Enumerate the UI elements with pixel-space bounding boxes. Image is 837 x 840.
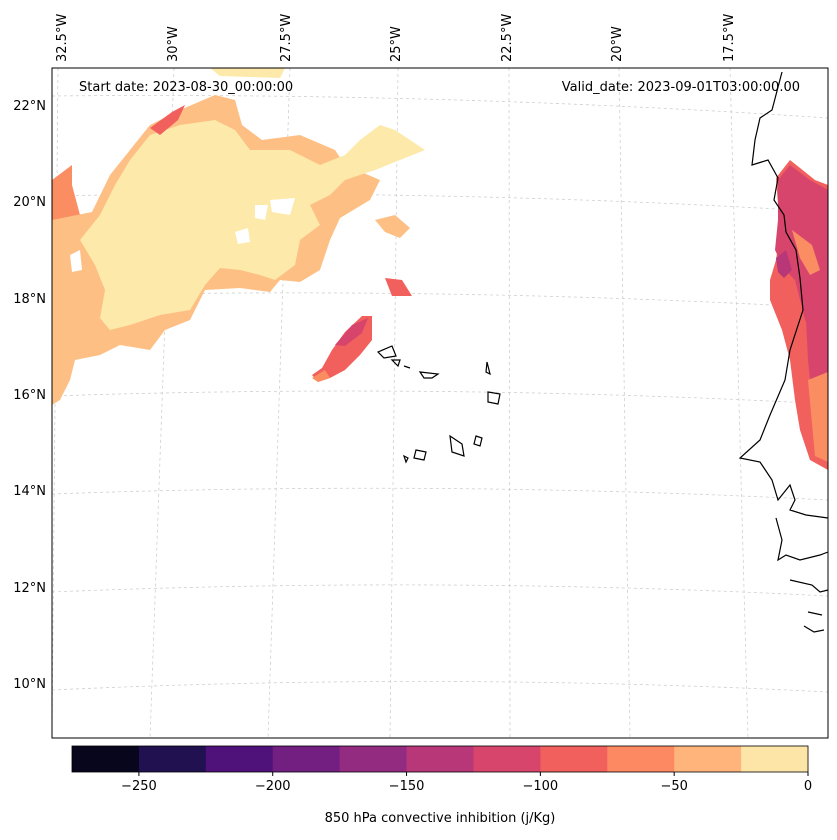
- valid-date-label: Valid_date: 2023-09-01T03:00:00.00: [562, 80, 800, 95]
- colorbar-tick-label: 0: [804, 779, 812, 794]
- lon-label: 27.5°W: [279, 14, 294, 62]
- contour-pale-top-strip: [210, 68, 285, 78]
- start-date-label: Start date: 2023-08-30_00:00:00: [79, 80, 293, 95]
- colorbar-swatch: [540, 746, 608, 772]
- longitude-labels: 32.5°W 30°W 27.5°W 25°W 22.5°W 20°W 17.5…: [55, 14, 737, 62]
- lon-label: 25°W: [389, 26, 404, 62]
- colorbar-swatch: [138, 746, 207, 772]
- contour-purple-east: [776, 250, 792, 278]
- cin-contours: [52, 68, 828, 470]
- contour-salmon-northwest-fringe: [150, 105, 185, 135]
- colorbar: [71, 745, 809, 773]
- colorbar-swatch: [272, 746, 341, 772]
- map-frame: [51, 67, 829, 739]
- colorbar-frame: [71, 745, 809, 773]
- colorbar-tick-label: −100: [523, 779, 559, 794]
- colorbar-swatch: [72, 746, 140, 772]
- lon-label: 32.5°W: [55, 14, 70, 62]
- colorbar-ticks: −250 −200 −150 −100 −50 0: [121, 772, 812, 794]
- colorbar-swatch: [741, 746, 809, 772]
- lat-label: 16°N: [13, 388, 46, 403]
- contour-orange-east-coast: [808, 372, 828, 462]
- lon-label: 30°W: [166, 26, 181, 62]
- lat-label: 14°N: [13, 484, 46, 499]
- contour-rose-elongated: [335, 318, 368, 346]
- lat-label: 10°N: [13, 677, 46, 692]
- colorbar-tick-label: −50: [660, 779, 687, 794]
- colorbar-tick-label: −250: [121, 779, 157, 794]
- colorbar-swatch: [674, 746, 742, 772]
- contour-pale-nw: [80, 120, 425, 330]
- colorbar-swatch: [406, 746, 474, 772]
- latitude-labels: 22°N 20°N 18°N 16°N 14°N 12°N 10°N: [13, 99, 46, 692]
- lat-label: 22°N: [13, 99, 46, 114]
- lon-label: 22.5°W: [500, 14, 515, 62]
- lon-label: 17.5°W: [722, 14, 737, 62]
- lon-label: 20°W: [610, 26, 625, 62]
- contour-salmon-small-blob: [385, 278, 412, 296]
- lat-label: 12°N: [13, 581, 46, 596]
- contour-orange-east: [792, 230, 820, 275]
- colorbar-swatch: [473, 746, 541, 772]
- colorbar-tick-label: −200: [255, 779, 291, 794]
- colorbar-title: 850 hPa convective inhibition (j/Kg): [325, 811, 556, 826]
- colorbar-tick-label: −150: [389, 779, 425, 794]
- contour-light-orange-patch: [375, 215, 410, 238]
- coastlines: [376, 71, 829, 633]
- colorbar-swatch: [607, 746, 675, 772]
- contour-orange-elongated-tip: [312, 370, 330, 382]
- lat-label: 18°N: [13, 292, 46, 307]
- colorbar-swatch: [205, 746, 274, 772]
- colorbar-swatch: [339, 746, 408, 772]
- lat-label: 20°N: [13, 195, 46, 210]
